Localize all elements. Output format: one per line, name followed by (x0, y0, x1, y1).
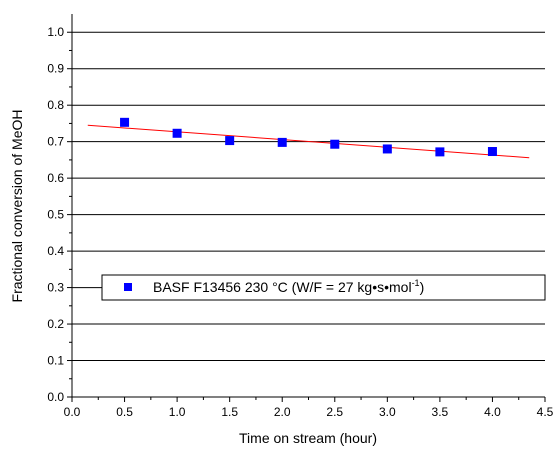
data-point (435, 147, 445, 157)
data-point (330, 139, 340, 149)
x-tick-label: 4.5 (537, 405, 554, 419)
y-axis-title: Fractional conversion of MeOH (9, 110, 25, 303)
legend-label-main: BASF F13456 230 °C (W/F = 27 kg•s•mol (153, 279, 412, 295)
x-tick-label: 0.0 (64, 405, 81, 419)
y-tick-label: 1.0 (47, 25, 64, 39)
legend-label-superscript: -1 (412, 278, 420, 288)
legend-label: BASF F13456 230 °C (W/F = 27 kg•s•mol-1) (153, 278, 424, 295)
y-ticks: 0.0 0.1 0.2 0.3 0.4 0.5 0.6 0.7 0.8 0.9 1.0 (47, 25, 72, 404)
x-tick-label: 1.0 (169, 405, 186, 419)
linear-fit-line (87, 124, 530, 159)
y-tick-label: 0.5 (47, 208, 64, 222)
data-point (277, 137, 287, 147)
y-tick-label: 0.1 (47, 354, 64, 368)
data-point (225, 136, 235, 146)
x-tick-label: 1.5 (221, 405, 238, 419)
x-tick-label: 4.0 (484, 405, 501, 419)
y-tick-label: 0.6 (47, 171, 64, 185)
y-tick-label: 0.2 (47, 317, 64, 331)
legend-label-close: ) (420, 279, 425, 295)
axes (71, 14, 545, 398)
y-tick-label: 0.3 (47, 281, 64, 295)
x-tick-label: 0.5 (116, 405, 133, 419)
legend-marker-square (124, 283, 132, 291)
data-point (172, 128, 182, 138)
data-point (120, 117, 130, 127)
y-tick-label: 0.9 (47, 62, 64, 76)
grid-lines (72, 31, 545, 362)
data-point (487, 147, 497, 157)
data-point (382, 144, 392, 154)
fit-line (87, 124, 530, 159)
y-tick-label: 0.4 (47, 244, 64, 258)
y-tick-label: 0.8 (47, 98, 64, 112)
x-tick-label: 2.5 (326, 405, 343, 419)
x-tick-label: 3.0 (379, 405, 396, 419)
legend-box (101, 274, 546, 301)
data-points (120, 117, 497, 157)
y-tick-label: 0.0 (47, 390, 64, 404)
y-tick-label: 0.7 (47, 135, 64, 149)
x-tick-label: 2.0 (274, 405, 291, 419)
x-ticks: 0.0 0.5 1.0 1.5 2.0 2.5 3.0 3.5 4.0 4.5 (64, 397, 554, 419)
x-tick-label: 3.5 (432, 405, 449, 419)
x-axis-title: Time on stream (hour) (239, 430, 377, 446)
legend: BASF F13456 230 °C (W/F = 27 kg•s•mol-1) (101, 274, 546, 301)
